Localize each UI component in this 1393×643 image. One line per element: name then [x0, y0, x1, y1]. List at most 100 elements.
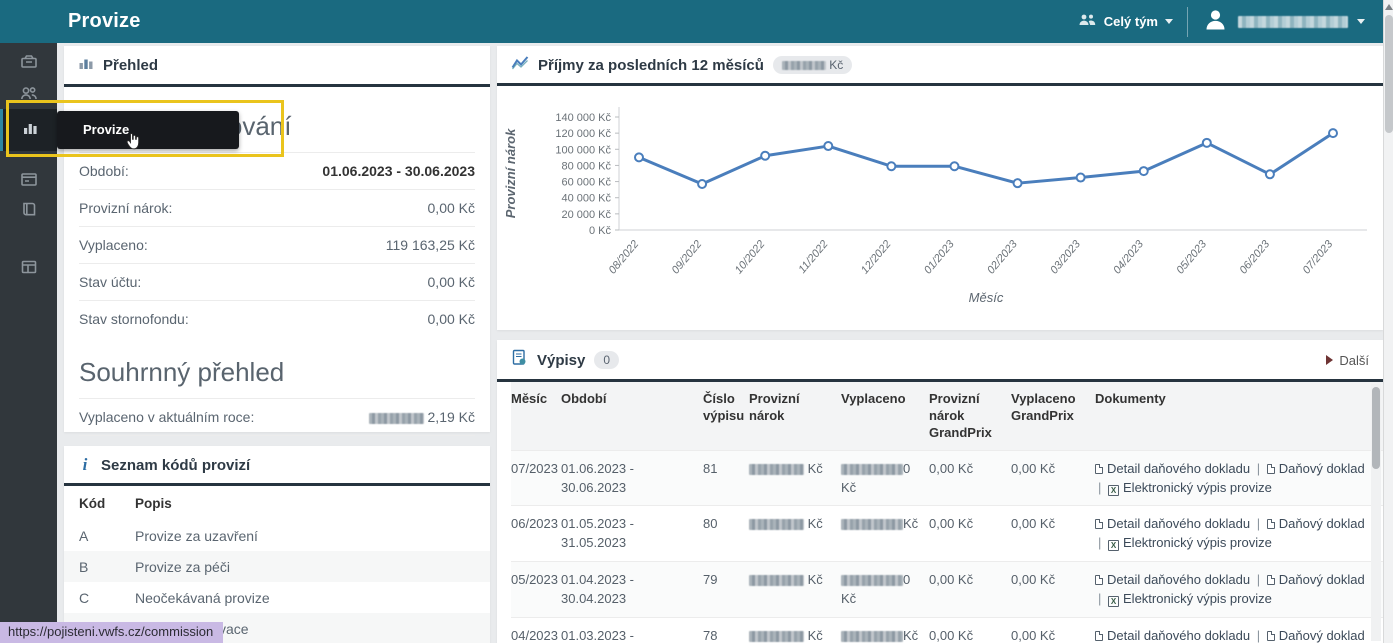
redacted-amount: [368, 412, 424, 424]
chart-point[interactable]: [1012, 178, 1023, 189]
tax-document-link[interactable]: Daňový doklad: [1266, 628, 1365, 643]
statement-document-icon: [511, 349, 528, 371]
electronic-statement-link[interactable]: X Elektronický výpis provize: [1108, 480, 1272, 496]
statement-documents: Detail daňového dokladu | Daňový doklad …: [1095, 616, 1383, 643]
code-cell: C: [79, 590, 90, 606]
redacted-amount: [749, 519, 804, 531]
statements-more-link[interactable]: Další: [1326, 353, 1369, 368]
sidebar-item-commissions[interactable]: [0, 109, 57, 151]
statement-paid: Kč: [841, 616, 929, 643]
header-right: Celý tým: [1078, 0, 1365, 43]
statement-row: 04/2023 01.03.2023 - 31.03.2023 78 Kč Kč…: [511, 616, 1383, 643]
header-divider: [1187, 6, 1188, 37]
redacted-amount: [841, 519, 903, 531]
tax-document-detail-link[interactable]: Detail daňového dokladu: [1095, 461, 1250, 476]
y-tick-label: 120 000 Kč: [555, 128, 611, 140]
summary-row-label: Vyplaceno v aktuálním roce:: [79, 409, 255, 425]
table-scrollbar-thumb[interactable]: [1372, 387, 1380, 469]
codes-col-description: Popis: [135, 496, 172, 511]
status-bar-url: https://pojisteni.vwfs.cz/commission: [0, 622, 224, 643]
statement-documents: Detail daňového dokladu | Daňový doklad …: [1095, 505, 1383, 562]
statement-number: 79: [703, 561, 749, 618]
code-cell: B: [79, 559, 89, 575]
x-tick-label: 08/2022: [607, 238, 642, 276]
overview-row-value: 0,00 Kč: [427, 200, 475, 216]
chart-point[interactable]: [1264, 169, 1275, 180]
statement-paid: 0 Kč: [841, 449, 929, 506]
statements-table-body: 07/2023 01.06.2023 - 30.06.2023 81 Kč 0 …: [511, 449, 1383, 643]
chart-point[interactable]: [886, 161, 897, 172]
document-icon: [1095, 463, 1103, 474]
code-description-cell: Provize za uzavření: [135, 528, 258, 544]
left-column: Přehled Aktuální zúčtování Období: 01.06…: [64, 46, 490, 643]
col-paid-grandprix: Vyplaceno GrandPrix: [1011, 382, 1095, 451]
statement-month: 05/2023: [511, 561, 561, 618]
overview-panel-title: Přehled: [103, 57, 159, 74]
statement-paid: Kč: [841, 505, 929, 562]
statement-month: 07/2023: [511, 449, 561, 506]
table-scrollbar[interactable]: [1371, 384, 1381, 641]
tax-document-link[interactable]: Daňový doklad: [1266, 461, 1365, 476]
chart-point[interactable]: [634, 152, 644, 163]
electronic-statement-link[interactable]: X Elektronický výpis provize: [1108, 591, 1272, 607]
x-axis-title: Měsíc: [969, 290, 1004, 305]
user-menu[interactable]: [1202, 6, 1365, 38]
bar-chart-icon: [78, 55, 94, 76]
chart-point[interactable]: [949, 161, 960, 172]
right-column: Příjmy za posledních 12 měsíců Kč 0 Kč 20…: [497, 46, 1383, 643]
chart-panel-header: Příjmy za posledních 12 měsíců Kč: [497, 46, 1383, 86]
codes-col-code: Kód: [79, 496, 106, 511]
overview-row-value: 0,00 Kč: [427, 311, 475, 327]
scroll-up-icon[interactable]: [1385, 4, 1393, 10]
statement-claim: Kč: [749, 616, 841, 643]
top-header: Provize Celý tým: [0, 0, 1383, 43]
page-scrollbar-thumb[interactable]: [1385, 15, 1393, 133]
excel-icon: X: [1108, 540, 1120, 552]
chart-point[interactable]: [760, 150, 771, 161]
code-row[interactable]: C Neočekávaná provize: [64, 582, 490, 613]
y-tick-label: 0 Kč: [589, 225, 612, 237]
sidebar-item-reports[interactable]: [0, 253, 57, 285]
sidebar-item-clients[interactable]: [0, 79, 57, 111]
chevron-down-icon: [1165, 19, 1173, 24]
col-commission-claim: Provizní nárok: [749, 382, 841, 451]
statement-number: 78: [703, 616, 749, 643]
overview-row: Stav účtu: 0,00 Kč: [79, 263, 475, 300]
x-tick-label: 06/2023: [1237, 238, 1272, 277]
chart-point[interactable]: [1075, 172, 1086, 183]
overview-row-label: Provizní nárok:: [79, 200, 173, 216]
code-row[interactable]: B Provize za péči: [64, 551, 490, 582]
user-avatar-icon: [1202, 6, 1229, 38]
col-claim-grandprix: Provizní nárok GrandPrix: [929, 382, 1011, 451]
code-row[interactable]: A Provize za uzavření: [64, 520, 490, 551]
statement-claim-grandprix: 0,00 Kč: [929, 505, 1011, 562]
tax-document-detail-link[interactable]: Detail daňového dokladu: [1095, 628, 1250, 643]
team-icon: [1078, 13, 1097, 30]
chart-point[interactable]: [1201, 137, 1212, 148]
link-separator: |: [1098, 535, 1102, 551]
tax-document-link[interactable]: Daňový doklad: [1266, 516, 1365, 531]
statement-documents: Detail daňového dokladu | Daňový doklad …: [1095, 561, 1383, 618]
page-title: Provize: [68, 10, 141, 32]
chart-point[interactable]: [1328, 128, 1338, 139]
tax-document-detail-link[interactable]: Detail daňového dokladu: [1095, 516, 1250, 531]
codes-panel-title: Seznam kódů provizí: [101, 456, 251, 474]
chart-point[interactable]: [823, 141, 834, 152]
team-selector[interactable]: Celý tým: [1078, 13, 1173, 30]
x-tick-label: 12/2022: [859, 238, 894, 276]
statements-header-row: Měsíc Období Číslo výpisu Provizní nárok…: [511, 382, 1383, 451]
y-tick-label: 60 000 Kč: [561, 177, 611, 189]
electronic-statement-link[interactable]: X Elektronický výpis provize: [1108, 535, 1272, 552]
codes-panel-header: i Seznam kódů provizí: [64, 446, 490, 486]
tax-document-link[interactable]: Daňový doklad: [1266, 572, 1365, 587]
chart-point[interactable]: [697, 178, 708, 189]
chart-point[interactable]: [1138, 166, 1149, 177]
x-tick-label: 09/2022: [670, 238, 705, 276]
page-scrollbar[interactable]: [1383, 0, 1393, 643]
excel-icon: X: [1108, 484, 1120, 496]
tax-document-detail-link[interactable]: Detail daňového dokladu: [1095, 572, 1250, 587]
more-link-label: Další: [1339, 352, 1369, 368]
sidebar-item-cards[interactable]: [0, 165, 57, 197]
sidebar-item-contracts[interactable]: [0, 47, 57, 79]
sidebar-item-documents[interactable]: [0, 195, 57, 227]
